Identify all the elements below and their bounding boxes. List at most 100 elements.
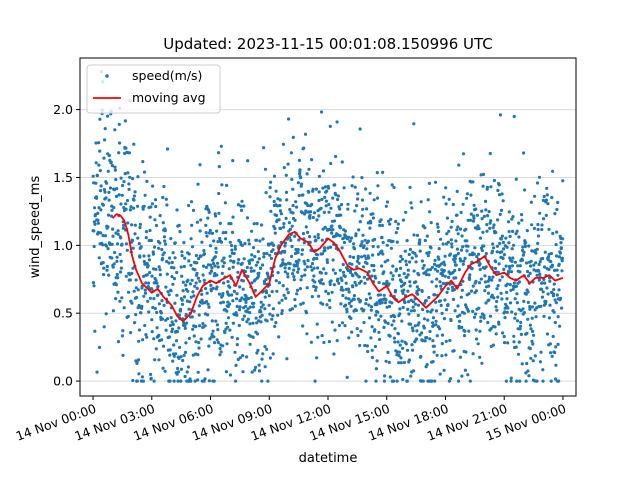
scatter-point (262, 255, 266, 259)
scatter-point (320, 252, 325, 256)
scatter-point (108, 186, 113, 190)
scatter-point (427, 250, 431, 255)
scatter-point (458, 227, 463, 231)
scatter-point (395, 379, 399, 383)
scatter-point (442, 317, 447, 321)
scatter-point (460, 288, 464, 292)
scatter-point (457, 326, 461, 330)
scatter-point (402, 272, 406, 276)
scatter-point (189, 237, 193, 241)
scatter-point (453, 260, 457, 264)
scatter-point (381, 240, 385, 245)
scatter-point (190, 278, 194, 282)
scatter-point (501, 199, 505, 203)
scatter-point (260, 379, 264, 383)
scatter-point (386, 258, 390, 262)
scatter-point (398, 307, 402, 311)
scatter-point (461, 202, 465, 206)
scatter-point (389, 217, 393, 221)
scatter-point (221, 264, 225, 268)
scatter-point (305, 265, 309, 269)
scatter-point (321, 282, 325, 286)
scatter-point (560, 256, 565, 260)
scatter-point (165, 317, 170, 321)
scatter-point (325, 258, 329, 262)
scatter-point (303, 268, 307, 272)
scatter-point (517, 280, 522, 284)
scatter-point (494, 230, 498, 235)
scatter-point (542, 217, 546, 221)
scatter-point (510, 264, 514, 268)
scatter-point (95, 370, 99, 374)
scatter-point (548, 279, 552, 283)
scatter-point (183, 374, 187, 379)
scatter-point (440, 354, 444, 358)
scatter-point (396, 340, 400, 344)
scatter-point (385, 200, 390, 204)
scatter-point (199, 337, 203, 341)
scatter-point (121, 329, 125, 333)
scatter-point (124, 202, 128, 206)
scatter-point (403, 249, 407, 253)
scatter-point (120, 334, 124, 338)
scatter-point (320, 278, 324, 282)
scatter-point (435, 353, 439, 357)
scatter-point (310, 295, 314, 299)
scatter-point (122, 180, 126, 184)
scatter-point (553, 377, 558, 381)
scatter-point (156, 284, 160, 288)
scatter-point (537, 262, 541, 267)
scatter-point (401, 377, 405, 382)
scatter-point (399, 254, 403, 258)
scatter-point (449, 225, 453, 229)
scatter-point (135, 204, 140, 208)
scatter-point (531, 342, 535, 346)
scatter-point (269, 209, 273, 213)
scatter-point (434, 319, 438, 323)
scatter-point (255, 222, 259, 226)
scatter-point (345, 310, 349, 314)
scatter-point (247, 261, 252, 265)
scatter-point (234, 379, 238, 383)
scatter-point (347, 297, 351, 301)
scatter-point (295, 288, 300, 292)
scatter-point (240, 199, 244, 203)
scatter-point (303, 273, 307, 277)
scatter-point (278, 198, 282, 202)
scatter-point (440, 311, 444, 315)
scatter-point (468, 277, 472, 281)
scatter-point (99, 231, 103, 235)
scatter-point (98, 189, 103, 193)
scatter-point (420, 259, 424, 263)
scatter-point (463, 368, 467, 372)
scatter-point (458, 355, 462, 359)
scatter-point (218, 346, 222, 351)
legend: speed(m/s) moving avg (86, 64, 221, 114)
scatter-point (305, 286, 309, 290)
scatter-point (510, 247, 514, 251)
scatter-point (490, 249, 495, 253)
scatter-point (245, 216, 250, 220)
scatter-point (269, 180, 273, 184)
scatter-point (263, 307, 267, 311)
scatter-point (292, 275, 296, 279)
scatter-point (216, 261, 220, 265)
scatter-point (543, 250, 547, 254)
scatter-point (408, 260, 412, 264)
scatter-point (461, 245, 465, 249)
scatter-point (244, 300, 248, 304)
scatter-point (312, 211, 317, 215)
scatter-point (293, 298, 297, 302)
scatter-point (465, 239, 469, 243)
scatter-point (274, 189, 278, 193)
scatter-point (228, 373, 233, 377)
scatter-point (185, 321, 189, 325)
scatter-point (157, 333, 161, 337)
scatter-point (538, 211, 542, 215)
scatter-point (172, 277, 177, 281)
scatter-point (349, 304, 353, 308)
scatter-point (241, 354, 245, 358)
scatter-point (201, 273, 205, 277)
scatter-point (98, 169, 102, 173)
scatter-point (91, 174, 95, 178)
